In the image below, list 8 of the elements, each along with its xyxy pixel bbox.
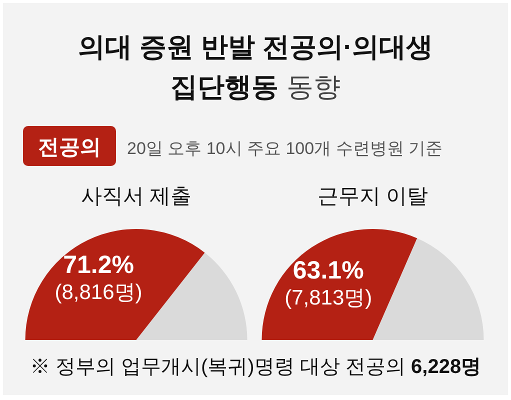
- text: ※ 정부의 업무개시(복귀)명령 대상 전공의 6,228명: [30, 356, 482, 378]
- data-label: 71.2% (8,816명): [54, 251, 142, 304]
- text: 의대 증원 반발 전공의·의대생 집단행동 동향: [78, 32, 434, 102]
- chart-title: 사직서 제출: [80, 185, 192, 208]
- text: 전공의: [38, 136, 101, 159]
- data-label: 63.1% (7,813명): [284, 256, 372, 310]
- text: 20일 오후 10시 주요 100개 수련병원 기준: [127, 139, 443, 158]
- chart-title: 근무지 이탈: [317, 185, 428, 208]
